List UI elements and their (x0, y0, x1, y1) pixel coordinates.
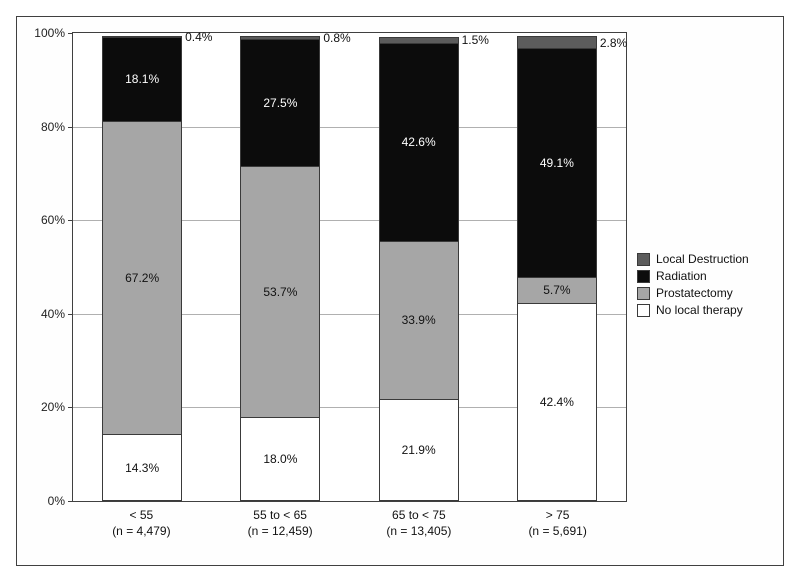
bar-segment-label: 49.1% (540, 156, 574, 170)
legend-label: Prostatectomy (656, 286, 733, 300)
bar-segment-label: 33.9% (402, 313, 436, 327)
y-tick-label: 20% (15, 400, 65, 414)
bar-segment-label: 67.2% (125, 271, 159, 285)
bar-segment-label: 0.4% (185, 30, 212, 44)
plot-area: 14.3% 67.2% 18.1% 0.4% 18.0% 53.7% 27.5% 0.8% 21… (72, 32, 627, 502)
bar-column: 21.9% 33.9% 42.6% 1.5% (379, 33, 459, 501)
legend-item: Prostatectomy (637, 286, 777, 300)
legend-label: No local therapy (656, 303, 743, 317)
x-axis-label: < 55(n = 4,479) (76, 507, 206, 539)
bar-segment: 1.5% (379, 37, 459, 44)
bar-segment: 42.6% (379, 43, 459, 242)
bar-segment: 5.7% (517, 277, 597, 304)
bar-segment: 0.8% (240, 36, 320, 40)
bar-segment-label: 42.4% (540, 395, 574, 409)
bar-segment-label: 18.0% (263, 452, 297, 466)
legend-item: No local therapy (637, 303, 777, 317)
y-tick-label: 0% (15, 494, 65, 508)
bar-column: 14.3% 67.2% 18.1% 0.4% (102, 33, 182, 501)
y-tick-label: 60% (15, 213, 65, 227)
bar-segment: 18.0% (240, 417, 320, 501)
x-axis-label-line2: (n = 5,691) (493, 523, 623, 539)
bar-segment-label: 1.5% (462, 33, 489, 47)
legend-swatch (637, 253, 650, 266)
legend-swatch (637, 304, 650, 317)
legend: Local Destruction Radiation Prostatectomy N… (637, 252, 777, 320)
x-axis-label-line2: (n = 12,459) (215, 523, 345, 539)
bar-segment-label: 42.6% (402, 135, 436, 149)
bar-segment-label: 14.3% (125, 461, 159, 475)
bars-group: 14.3% 67.2% 18.1% 0.4% 18.0% 53.7% 27.5% 0.8% 21… (73, 33, 626, 501)
legend-label: Radiation (656, 269, 707, 283)
y-tick-label: 80% (15, 120, 65, 134)
x-axis-label-line1: 55 to < 65 (215, 507, 345, 523)
bar-segment: 27.5% (240, 39, 320, 168)
bar-segment: 42.4% (517, 303, 597, 501)
bar-segment: 0.4% (102, 36, 182, 38)
y-tick-mark (68, 501, 73, 502)
bar-segment-label: 18.1% (125, 72, 159, 86)
x-axis-label: 65 to < 75(n = 13,405) (354, 507, 484, 539)
bar-column: 42.4% 5.7% 49.1% 2.8% (517, 33, 597, 501)
bar-segment-label: 0.8% (323, 31, 350, 45)
legend-label: Local Destruction (656, 252, 749, 266)
y-tick-label: 100% (15, 26, 65, 40)
bar-segment-label: 53.7% (263, 285, 297, 299)
x-axis-label-line2: (n = 4,479) (76, 523, 206, 539)
x-axis-labels: < 55(n = 4,479) 55 to < 65(n = 12,459) 65 … (72, 507, 627, 539)
bar-segment-label: 27.5% (263, 96, 297, 110)
bar-segment: 53.7% (240, 166, 320, 417)
bar-segment: 49.1% (517, 48, 597, 278)
x-axis-label: 55 to < 65(n = 12,459) (215, 507, 345, 539)
bar-segment-label: 21.9% (402, 443, 436, 457)
bar-segment: 67.2% (102, 121, 182, 435)
bar-segment: 21.9% (379, 399, 459, 501)
legend-swatch (637, 270, 650, 283)
x-axis-label-line2: (n = 13,405) (354, 523, 484, 539)
bar-segment: 33.9% (379, 241, 459, 400)
legend-item: Local Destruction (637, 252, 777, 266)
x-axis-label-line1: < 55 (76, 507, 206, 523)
legend-item: Radiation (637, 269, 777, 283)
legend-swatch (637, 287, 650, 300)
bar-segment-label: 5.7% (543, 283, 570, 297)
bar-segment-label: 2.8% (600, 36, 627, 50)
x-axis-label-line1: 65 to < 75 (354, 507, 484, 523)
bar-segment: 14.3% (102, 434, 182, 501)
y-tick-label: 40% (15, 307, 65, 321)
bar-segment: 2.8% (517, 36, 597, 49)
bar-segment: 18.1% (102, 37, 182, 122)
chart-frame: 0% 20% 40% 60% 80% 100% 14.3% 67.2% 18.1% 0.4% 18… (16, 16, 784, 566)
x-axis-label: > 75(n = 5,691) (493, 507, 623, 539)
x-axis-label-line1: > 75 (493, 507, 623, 523)
bar-column: 18.0% 53.7% 27.5% 0.8% (240, 33, 320, 501)
